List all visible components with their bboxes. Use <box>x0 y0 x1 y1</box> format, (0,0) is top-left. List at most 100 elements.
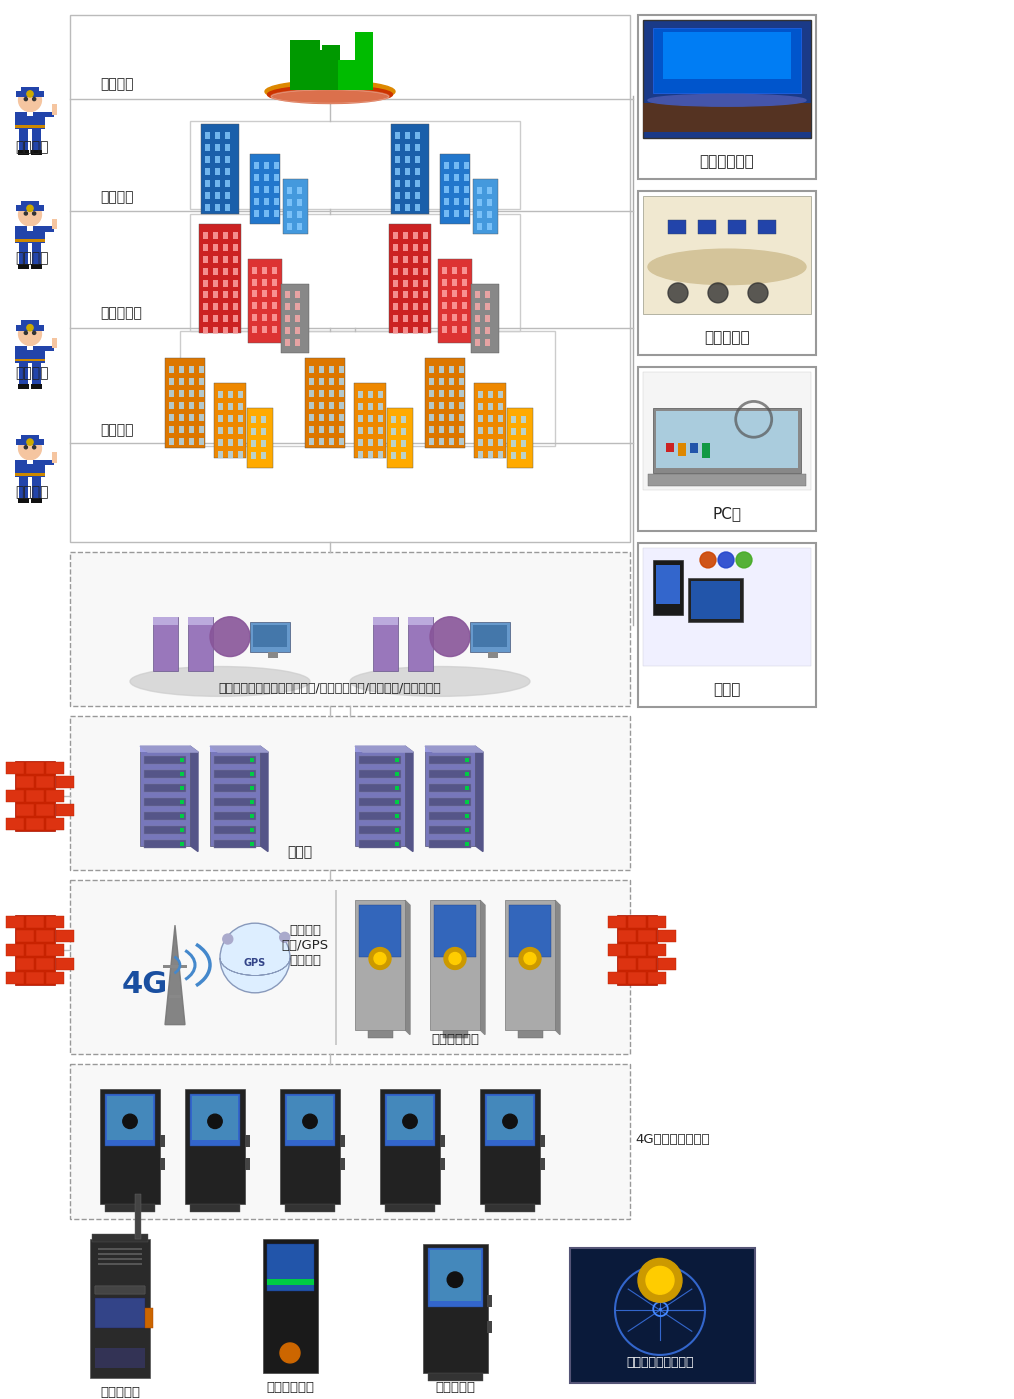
Bar <box>218 427 223 434</box>
Bar <box>274 173 279 180</box>
Bar <box>454 210 459 217</box>
Bar <box>169 995 182 997</box>
Bar <box>140 746 190 845</box>
Bar <box>199 378 204 385</box>
Bar <box>440 1158 445 1170</box>
Bar <box>395 772 399 776</box>
Bar <box>440 1135 445 1147</box>
Bar <box>223 232 228 239</box>
Bar <box>285 291 290 298</box>
Bar <box>309 390 314 397</box>
Bar <box>329 390 334 397</box>
Text: 服务器: 服务器 <box>287 845 312 859</box>
Bar <box>485 291 490 298</box>
Bar <box>15 358 45 361</box>
Bar <box>425 358 465 448</box>
Bar <box>689 578 743 623</box>
Bar <box>373 617 399 672</box>
Bar <box>287 211 292 218</box>
Bar <box>203 256 208 263</box>
Bar <box>429 438 434 445</box>
Bar <box>185 1090 245 1203</box>
Bar <box>385 1094 435 1146</box>
Bar <box>329 438 334 445</box>
Bar <box>465 786 469 790</box>
Bar <box>355 746 405 753</box>
Text: 授权人员: 授权人员 <box>15 485 49 499</box>
Bar <box>295 315 300 322</box>
Bar <box>439 438 444 445</box>
Bar <box>339 438 344 445</box>
Bar <box>15 346 45 362</box>
Bar <box>340 1158 345 1170</box>
Bar <box>16 325 44 330</box>
Bar <box>488 439 493 446</box>
Bar <box>274 199 279 204</box>
Bar <box>442 267 447 274</box>
Bar <box>368 403 373 410</box>
Bar <box>442 278 447 285</box>
Bar <box>213 243 218 250</box>
Bar <box>358 416 363 421</box>
Bar <box>238 403 243 410</box>
Bar <box>459 402 464 409</box>
Bar <box>214 755 256 764</box>
Bar <box>261 428 266 435</box>
Bar <box>358 439 363 446</box>
Bar <box>179 367 184 374</box>
Bar <box>444 173 449 180</box>
Text: 区县级单位: 区县级单位 <box>100 306 142 320</box>
Bar <box>449 390 454 397</box>
Bar <box>264 186 269 193</box>
Bar <box>322 45 340 90</box>
Bar <box>443 1030 468 1038</box>
Bar <box>378 427 383 434</box>
Bar <box>233 304 238 311</box>
Bar <box>262 291 267 298</box>
Bar <box>475 315 480 322</box>
Bar <box>452 326 457 333</box>
Bar <box>305 358 345 448</box>
Circle shape <box>748 283 768 302</box>
Bar <box>264 199 269 204</box>
Bar <box>395 144 400 151</box>
Text: 综合管理平台（无线视频监控/证据管理平台/实时定位/实时对讲）: 综合管理平台（无线视频监控/证据管理平台/实时定位/实时对讲） <box>219 681 441 695</box>
Ellipse shape <box>265 81 395 102</box>
Bar <box>608 972 626 983</box>
Bar <box>210 746 260 753</box>
Bar <box>340 1135 345 1147</box>
Bar <box>46 762 64 774</box>
Bar <box>358 427 363 434</box>
Bar <box>643 102 811 132</box>
Bar <box>225 204 230 211</box>
Bar <box>169 438 174 445</box>
Bar <box>272 291 277 298</box>
Bar <box>27 227 33 231</box>
Bar <box>267 1244 314 1290</box>
Bar <box>339 402 344 409</box>
Bar <box>31 150 43 155</box>
Circle shape <box>638 1259 682 1302</box>
Bar <box>439 378 444 385</box>
Bar <box>45 460 54 466</box>
Text: （银翔云管理平台）: （银翔云管理平台） <box>627 1357 694 1370</box>
Bar <box>264 173 269 180</box>
Bar <box>15 112 45 129</box>
Circle shape <box>498 1109 522 1133</box>
Bar <box>144 797 186 806</box>
Bar <box>395 157 400 164</box>
Bar <box>213 315 218 322</box>
Bar <box>393 327 399 334</box>
Bar <box>70 1065 630 1219</box>
Bar <box>359 755 401 764</box>
Bar <box>17 498 29 504</box>
Bar <box>218 416 223 421</box>
Bar <box>459 390 464 397</box>
Bar <box>179 425 184 432</box>
Bar <box>250 786 254 790</box>
Bar <box>393 315 399 322</box>
Bar <box>648 916 666 928</box>
Bar <box>449 402 454 409</box>
Bar <box>373 617 399 625</box>
Bar <box>179 390 184 397</box>
